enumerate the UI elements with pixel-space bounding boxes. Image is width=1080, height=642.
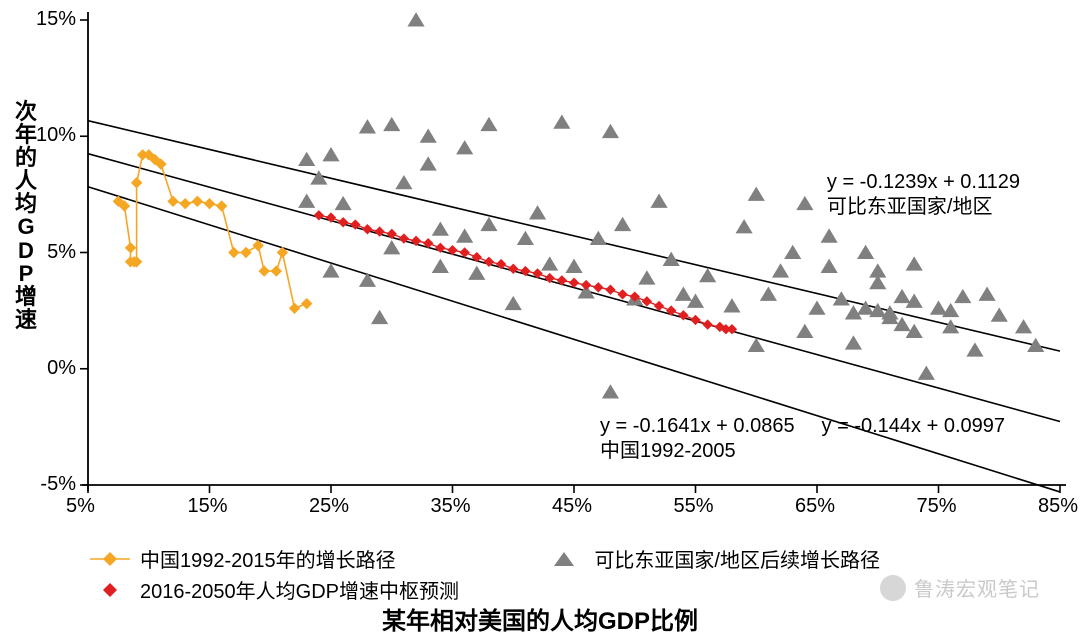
y-tick-label: 15%	[36, 8, 76, 31]
x-tick-label: 85%	[1038, 495, 1078, 518]
x-tick-label: 5%	[66, 495, 95, 518]
watermark-text: 鲁涛宏观笔记	[914, 573, 1040, 602]
chart-container: 次年的人均GDP增速 某年相对美国的人均GDP比例 y = -0.1239x +…	[0, 0, 1080, 642]
x-tick-label: 65%	[795, 495, 835, 518]
y-tick-label: 10%	[36, 124, 76, 147]
legend-label: 2016-2050年人均GDP增速中枢预测	[140, 575, 459, 604]
legend-item-asia: 可比东亚国家/地区后续增长路径	[544, 544, 880, 573]
legend-item-forecast: 2016-2050年人均GDP增速中枢预测	[90, 575, 459, 604]
watermark: 鲁涛宏观笔记	[880, 573, 1040, 602]
x-tick-label: 55%	[674, 495, 714, 518]
x-tick-label: 75%	[917, 495, 957, 518]
x-axis-label: 某年相对美国的人均GDP比例	[0, 601, 1080, 636]
trend-annotation: y = -0.1641x + 0.0865中国1992-2005	[600, 414, 795, 464]
x-tick-label: 45%	[552, 495, 592, 518]
y-axis-label: 次年的人均GDP增速	[14, 100, 38, 331]
x-tick-label: 35%	[431, 495, 471, 518]
watermark-icon	[880, 575, 906, 601]
trend-annotation: y = -0.144x + 0.0997	[822, 414, 1005, 439]
x-tick-label: 25%	[309, 495, 349, 518]
legend-label: 可比东亚国家/地区后续增长路径	[594, 544, 880, 573]
y-tick-label: -5%	[40, 473, 76, 496]
legend-item-china: 中国1992-2015年的增长路径	[90, 544, 396, 573]
legend-label: 中国1992-2015年的增长路径	[140, 544, 396, 573]
y-tick-label: 5%	[47, 241, 76, 264]
x-tick-label: 15%	[188, 495, 228, 518]
y-tick-label: 0%	[47, 357, 76, 380]
trend-annotation: y = -0.1239x + 0.1129可比东亚国家/地区	[827, 170, 1020, 220]
